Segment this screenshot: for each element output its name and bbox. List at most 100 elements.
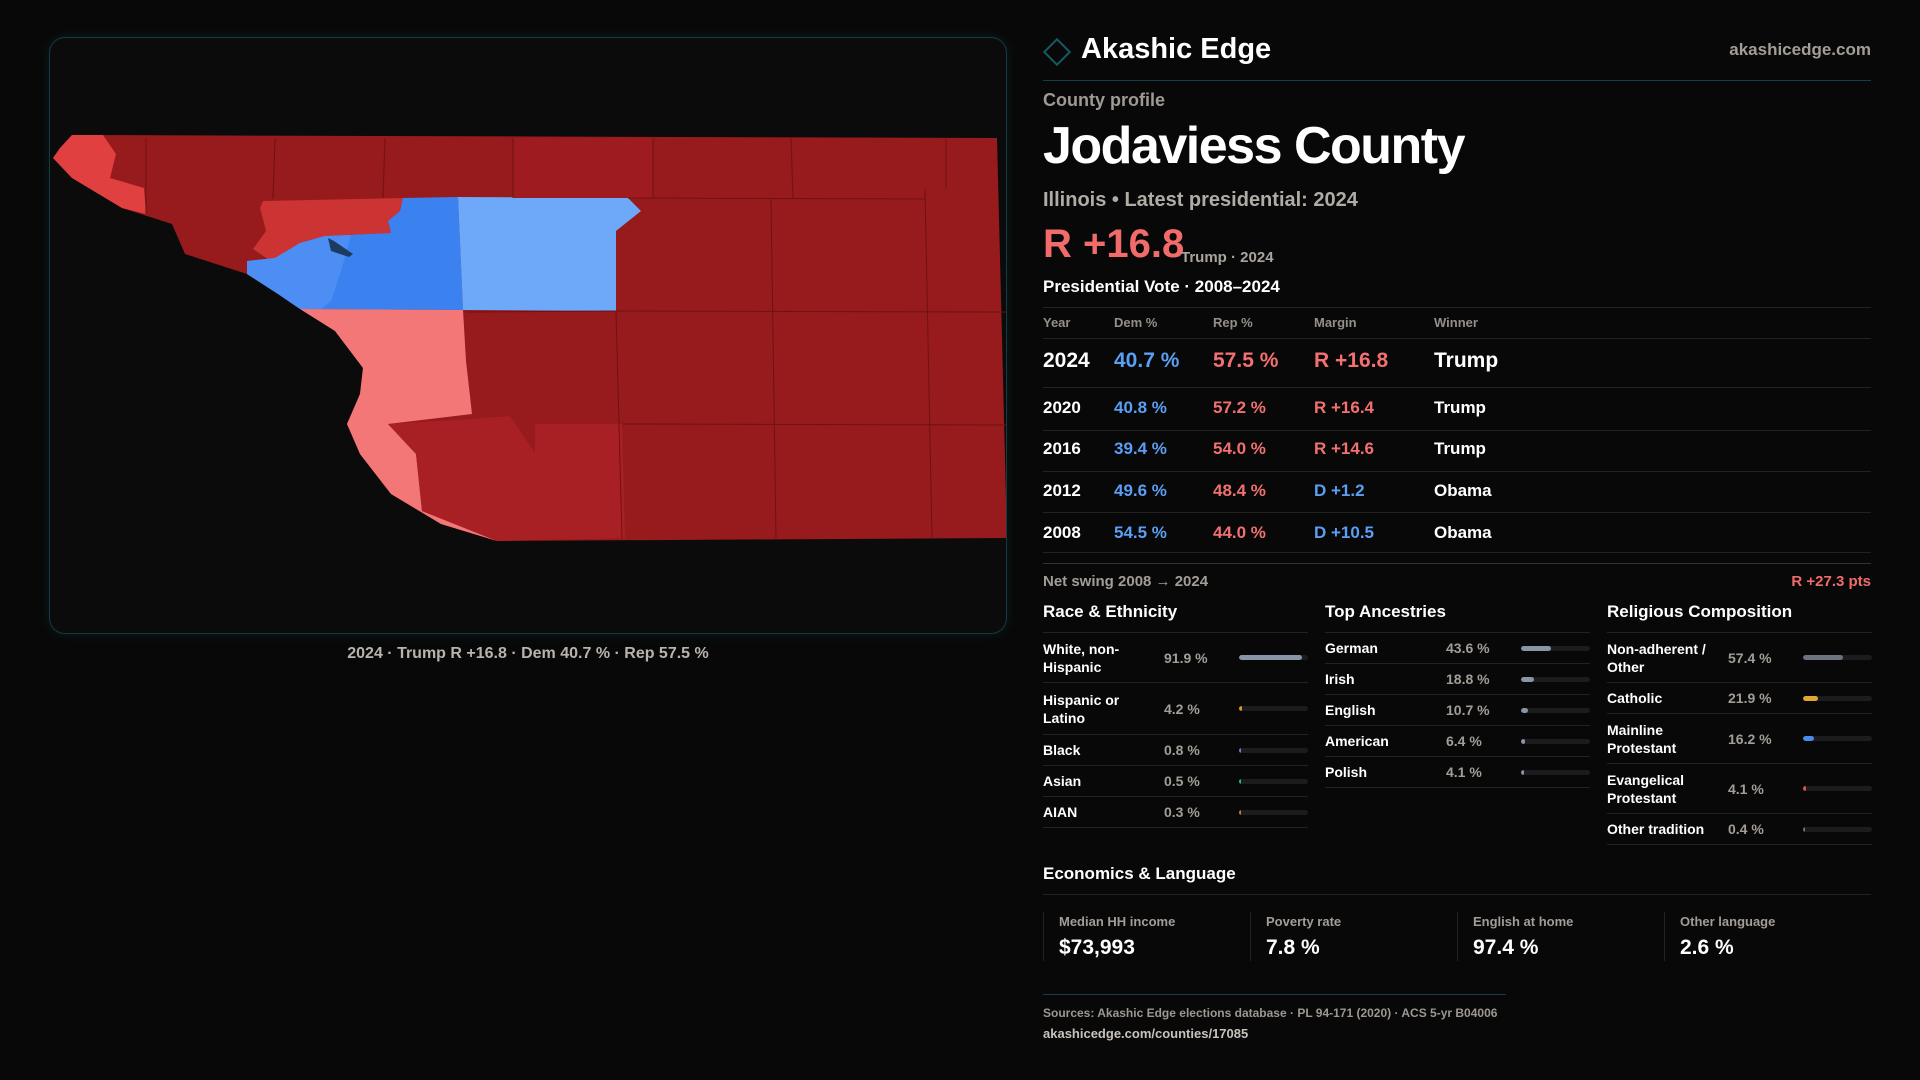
list-item: German 43.6 % <box>1325 633 1590 664</box>
item-value: 6.4 % <box>1446 733 1482 749</box>
column-header: Winner <box>1434 315 1478 330</box>
table-row-divider <box>1043 430 1871 431</box>
table-row-divider <box>1043 552 1871 553</box>
share-bar-fill <box>1521 707 1529 713</box>
map-region-rep-south[interactable] <box>388 416 625 541</box>
section-title: Religious Composition <box>1607 602 1793 621</box>
sources: Sources: Akashic Edge elections database… <box>1043 1006 1498 1020</box>
net-swing-label: Net swing 2008 → 2024 <box>1043 573 1209 590</box>
economics-title: Economics & Language <box>1043 864 1236 883</box>
item-label: Hispanic or Latino <box>1043 691 1120 726</box>
divider <box>1043 80 1871 81</box>
item-label: Catholic <box>1607 690 1663 706</box>
divider <box>1043 994 1506 995</box>
diamond-logo-icon <box>1042 37 1072 67</box>
brand-name: Akashic Edge <box>1081 33 1272 65</box>
column-header: Margin <box>1314 315 1357 330</box>
share-bar <box>1521 676 1590 682</box>
share-bar-fill <box>1239 809 1241 815</box>
column-header: Rep % <box>1213 315 1253 330</box>
item-label: White, non-Hispanic <box>1043 640 1120 675</box>
vote-rep-cell: 54.0 % <box>1213 439 1266 458</box>
vote-margin-cell: D +1.2 <box>1314 481 1365 500</box>
site-link[interactable]: akashicedge.com <box>1729 40 1871 59</box>
map-region-light-dem[interactable] <box>458 197 641 311</box>
stat-card: Median HH income $73,993 <box>1043 912 1250 961</box>
share-bar <box>1239 778 1308 784</box>
map-region-dem-core[interactable] <box>328 238 353 257</box>
table-row-divider <box>1043 387 1871 388</box>
stat-card: Poverty rate 7.8 % <box>1250 912 1457 961</box>
share-bar <box>1521 645 1590 651</box>
vote-margin-cell: R +16.8 <box>1314 349 1389 372</box>
section-title: Top Ancestries <box>1325 602 1446 621</box>
vote-year-cell: 2012 <box>1043 481 1081 500</box>
map-region-nw[interactable] <box>53 135 146 214</box>
list-item: English 10.7 % <box>1325 695 1590 726</box>
stat-label: Median HH income <box>1059 914 1176 929</box>
stat-label: Other language <box>1680 914 1776 929</box>
page-title: Jodaviess County <box>1043 117 1466 175</box>
share-bar <box>1803 786 1872 791</box>
item-value: 4.1 % <box>1728 780 1764 797</box>
demographic-section: Religious Composition Non-adherent / Othe… <box>1607 600 1872 845</box>
item-label: American <box>1325 733 1389 749</box>
map-panel[interactable] <box>49 37 1007 634</box>
county-url[interactable]: akashicedge.com/counties/17085 <box>1043 1026 1249 1041</box>
list-item: Mainline Protestant 16.2 % <box>1607 714 1872 764</box>
headline-margin: R +16.8 <box>1043 222 1185 266</box>
header: Akashic Edge akashicedge.com <box>1042 30 1871 70</box>
stat-value: 7.8 % <box>1266 936 1320 959</box>
map-region-light-rep[interactable] <box>300 309 497 541</box>
column-header: Year <box>1043 315 1071 330</box>
votes-title: Presidential Vote · 2008–2024 <box>1043 277 1280 296</box>
list-item: AIAN 0.3 % <box>1043 797 1308 828</box>
demographic-section: Race & Ethnicity White, non-Hispanic 91.9 … <box>1043 600 1308 828</box>
vote-rep-cell: 57.5 % <box>1213 349 1279 372</box>
item-value: 91.9 % <box>1164 649 1208 666</box>
share-bar-fill <box>1803 695 1819 701</box>
item-value: 43.6 % <box>1446 640 1490 656</box>
share-bar-fill <box>1521 769 1524 775</box>
share-bar <box>1239 747 1308 753</box>
share-bar-fill <box>1803 786 1806 791</box>
divider <box>1607 632 1872 633</box>
table-row-divider <box>1043 512 1871 513</box>
vote-dem-cell: 39.4 % <box>1114 439 1167 458</box>
demographic-section: Top Ancestries German 43.6 % Irish 18.8 % Eng… <box>1325 600 1590 788</box>
vote-year-cell: 2020 <box>1043 398 1081 417</box>
county-map[interactable] <box>50 38 1007 634</box>
vote-year-cell: 2024 <box>1043 349 1090 372</box>
map-region-dem-west[interactable] <box>247 235 351 309</box>
item-label: Irish <box>1325 671 1355 687</box>
item-value: 0.4 % <box>1728 821 1764 837</box>
share-bar-fill <box>1521 676 1534 682</box>
stat-value: 2.6 % <box>1680 936 1734 959</box>
item-value: 57.4 % <box>1728 649 1772 666</box>
item-value: 18.8 % <box>1446 671 1490 687</box>
map-region-lean-rep[interactable] <box>253 198 403 264</box>
list-item: Catholic 21.9 % <box>1607 683 1872 714</box>
vote-winner-cell: Trump <box>1434 439 1486 458</box>
item-label: Evangelical Protestant <box>1607 771 1685 806</box>
county-profile-panel: Akashic Edge akashicedge.com County prof… <box>1042 0 1872 1080</box>
vote-year-cell: 2016 <box>1043 439 1081 458</box>
headline-margin-sub: Trump · 2024 <box>1181 249 1274 266</box>
share-bar <box>1803 826 1872 832</box>
item-label: Non-adherent / Other <box>1607 640 1706 675</box>
divider <box>1325 632 1590 633</box>
kicker: County profile <box>1043 90 1165 110</box>
share-bar <box>1239 809 1308 815</box>
map-caption: 2024 · Trump R +16.8 · Dem 40.7 % · Rep … <box>347 645 709 662</box>
map-region-rep-north[interactable] <box>513 138 653 198</box>
divider <box>1043 307 1871 308</box>
list-item: Non-adherent / Other 57.4 % <box>1607 633 1872 683</box>
vote-dem-cell: 49.6 % <box>1114 481 1167 500</box>
vote-rep-cell: 44.0 % <box>1213 523 1266 542</box>
item-value: 4.2 % <box>1164 700 1200 717</box>
list-item: Other tradition 0.4 % <box>1607 814 1872 845</box>
stat-value: $73,993 <box>1059 936 1135 959</box>
vote-margin-cell: R +14.6 <box>1314 439 1375 458</box>
item-value: 4.1 % <box>1446 764 1482 780</box>
vote-rep-cell: 57.2 % <box>1213 398 1266 417</box>
